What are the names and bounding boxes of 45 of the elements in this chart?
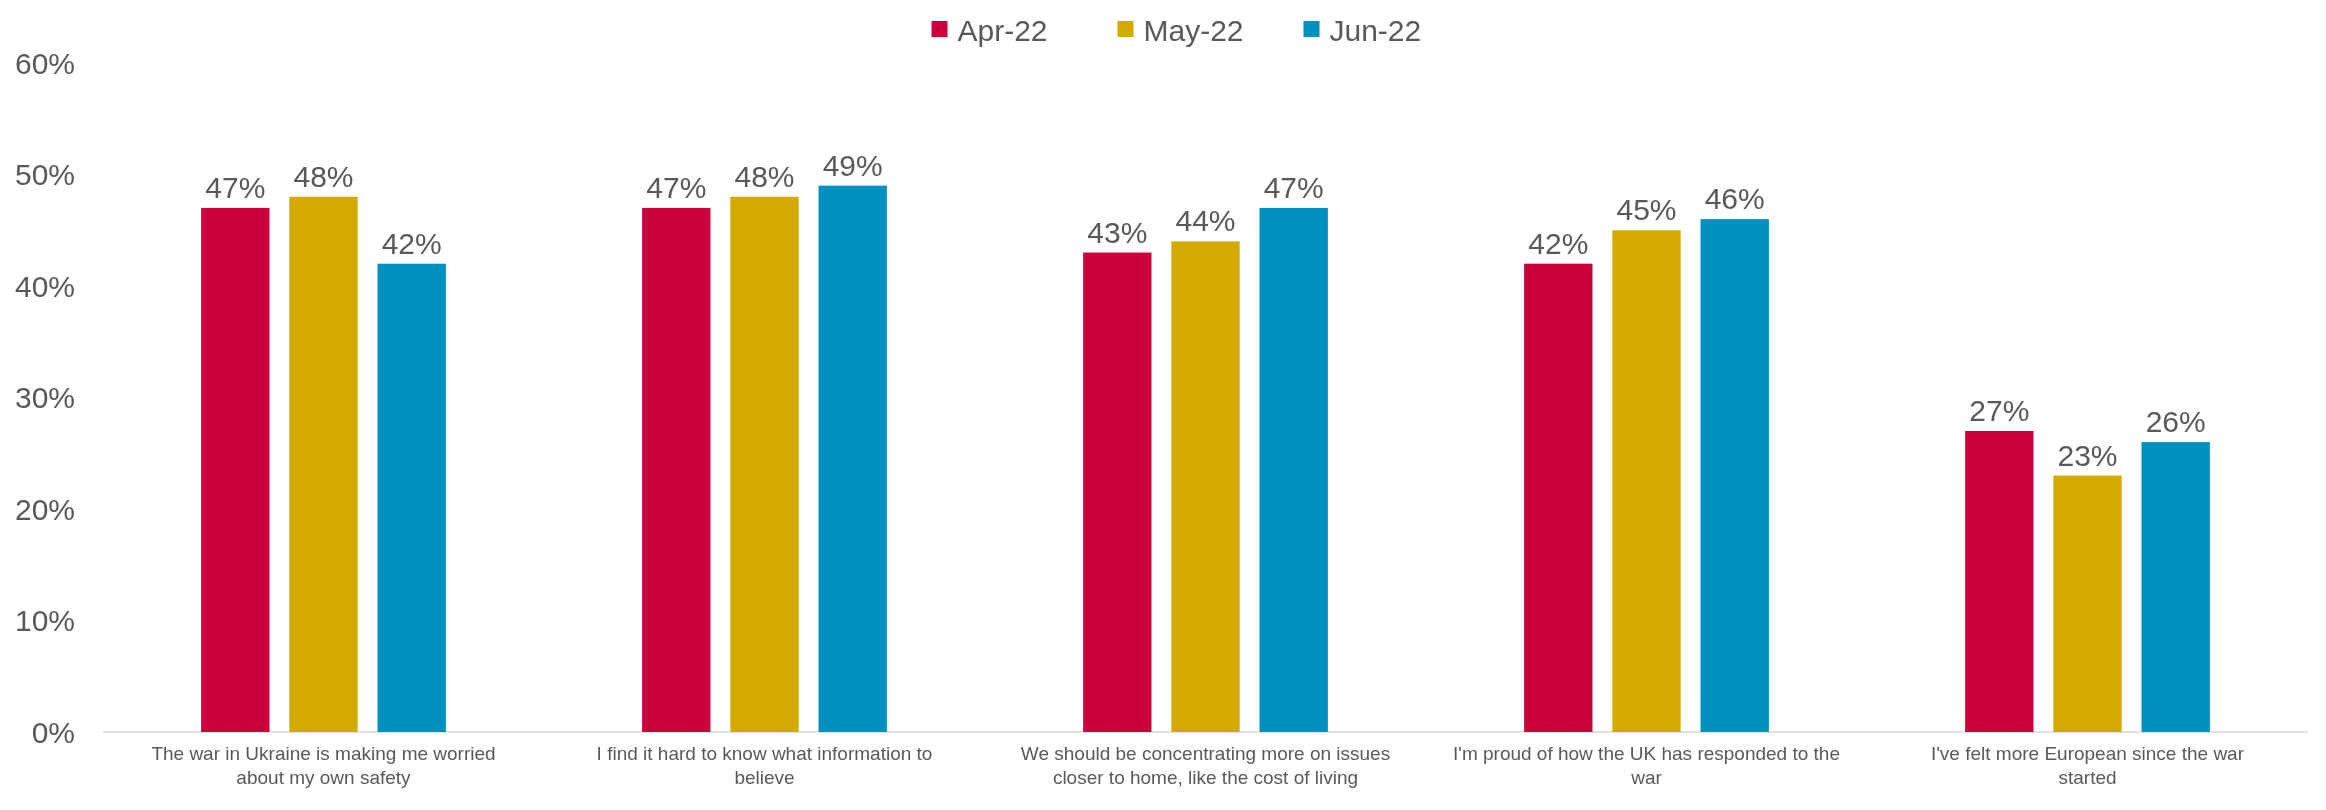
data-label: 49%	[822, 148, 883, 182]
y-tick-label: 10%	[14, 604, 75, 637]
bar	[1965, 430, 2034, 732]
legend-label: Jun-22	[1329, 13, 1422, 47]
legend-label: May-22	[1143, 13, 1244, 47]
bar	[730, 196, 799, 732]
bar	[289, 196, 358, 732]
data-label: 47%	[646, 170, 707, 204]
y-tick-label: 60%	[14, 46, 75, 80]
bar	[818, 185, 887, 732]
data-label: 42%	[381, 226, 442, 260]
y-tick-label: 40%	[14, 269, 75, 303]
x-tick-label: The war in Ukraine is making me worried about my own safety	[151, 743, 496, 788]
x-tick-label: We should be concentrating more on issues closer to home, like the cost of living	[1020, 743, 1391, 788]
y-tick-label: 50%	[14, 158, 75, 191]
legend-label: Apr-22	[957, 13, 1048, 47]
y-tick-label: 20%	[14, 492, 75, 526]
bar	[1083, 252, 1152, 732]
bar	[642, 207, 711, 732]
data-label: 27%	[1969, 393, 2030, 427]
data-label: 47%	[205, 170, 266, 204]
x-tick-label: I'm proud of how the UK has responded to the war	[1452, 743, 1841, 788]
bar	[1612, 230, 1681, 732]
data-label: 48%	[293, 159, 354, 193]
data-label: 42%	[1528, 226, 1589, 260]
bar	[1524, 263, 1593, 732]
data-label: 44%	[1175, 204, 1236, 238]
data-label: 46%	[1704, 182, 1765, 216]
bar	[2141, 442, 2210, 732]
bar	[1700, 219, 1769, 732]
data-label: 47%	[1263, 170, 1324, 204]
y-tick-label: 30%	[14, 381, 75, 414]
data-label: 26%	[2145, 405, 2206, 439]
data-label: 45%	[1616, 193, 1677, 227]
y-tick-label: 0%	[31, 715, 75, 749]
x-tick-label: I find it hard to know what information to believe	[596, 743, 933, 788]
data-label: 43%	[1087, 215, 1148, 249]
bar	[1171, 241, 1240, 732]
bar	[201, 207, 270, 732]
x-tick-label: I've felt more European since the war started	[1930, 743, 2245, 788]
bar	[1259, 207, 1328, 732]
data-label: 48%	[734, 159, 795, 193]
data-label: 23%	[2057, 438, 2118, 472]
bar	[377, 263, 446, 732]
bar	[2053, 475, 2122, 732]
